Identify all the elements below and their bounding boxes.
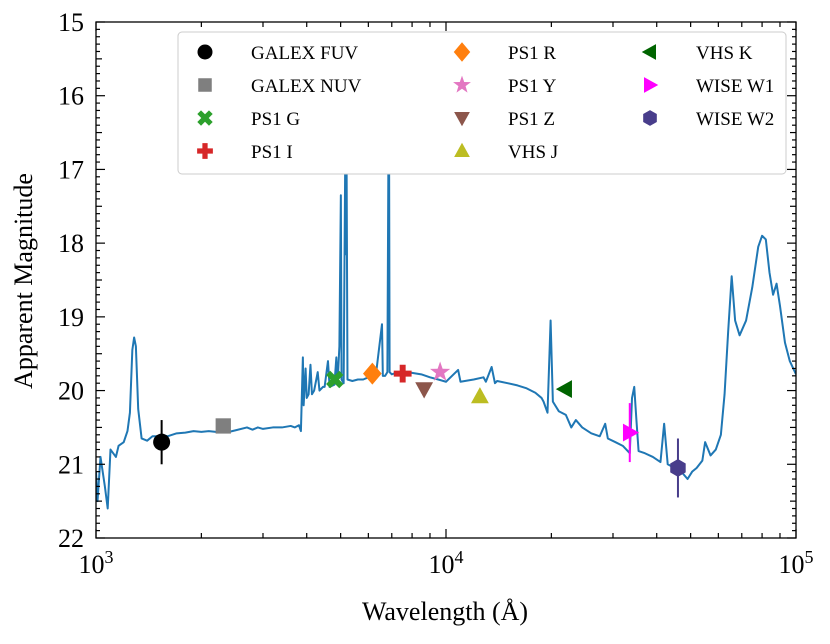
legend-marker-8: [641, 44, 656, 60]
data-point-galex-nuv: [215, 418, 231, 434]
legend-label-3: PS1 I: [251, 142, 293, 163]
data-point-ps1-i: [393, 364, 412, 383]
y-tick-label-0: 15: [58, 8, 84, 37]
legend-label-2: PS1 G: [251, 109, 300, 130]
legend-marker-2: [197, 110, 213, 126]
x-tick-exponent: 4: [455, 547, 464, 567]
x-tick-label-0: 103: [79, 547, 114, 579]
x-tick-exponent: 5: [805, 547, 814, 567]
legend-marker-7: [454, 142, 470, 157]
legend-marker-3: [197, 143, 213, 159]
y-axis-label: Apparent Magnitude: [9, 173, 38, 389]
legend-marker-0: [197, 44, 213, 60]
y-tick-label-2: 17: [58, 155, 84, 184]
x-tick-label-2: 105: [779, 547, 814, 579]
legend-marker-5: [453, 75, 471, 93]
legend-label-9: WISE W1: [696, 76, 774, 97]
legend-label-4: PS1 R: [508, 43, 556, 64]
legend-marker-1: [198, 78, 212, 92]
data-point-ps1-g: [326, 370, 344, 389]
data-point-ps1-r: [363, 362, 382, 385]
data-point-galex-fuv: [153, 433, 171, 451]
x-tick-exponent: 3: [105, 547, 114, 567]
data-point-ps1-g-shape: [326, 370, 344, 389]
legend-label-7: VHS J: [508, 142, 558, 163]
data-point-vhs-k: [555, 380, 572, 399]
y-tick-label-5: 20: [58, 377, 84, 406]
data-point-vhs-j: [470, 387, 489, 404]
y-tick-label-6: 21: [58, 450, 84, 479]
legend-marker-4: [453, 42, 471, 62]
legend-label-1: GALEX NUV: [251, 76, 362, 97]
y-tick-label-1: 16: [58, 82, 84, 111]
y-tick-label-7: 22: [58, 524, 84, 553]
legend: GALEX FUV GALEX NUV PS1 G PS1 I PS1 R PS1 Y PS…: [177, 31, 787, 175]
legend-label-6: PS1 Z: [508, 109, 555, 130]
legend-marker-9: [644, 77, 659, 93]
x-tick-base: 10: [779, 550, 805, 579]
legend-marker-10: [643, 110, 657, 126]
x-axis-label: Wavelength (Å): [362, 597, 528, 626]
data-point-wise-w1: [622, 423, 640, 442]
legend-label-8: VHS K: [696, 43, 753, 64]
y-tick-label-3: 18: [58, 229, 84, 258]
legend-marker-2-shape: [197, 110, 213, 126]
legend-label-5: PS1 Y: [508, 76, 557, 97]
x-tick-base: 10: [429, 550, 455, 579]
legend-label-10: WISE W2: [696, 109, 774, 130]
x-tick-label-1: 104: [429, 547, 464, 579]
x-tick-base: 10: [79, 550, 105, 579]
legend-label-0: GALEX FUV: [251, 43, 358, 64]
y-tick-label-4: 19: [58, 303, 84, 332]
data-point-ps1-y: [430, 361, 451, 381]
data-point-wise-w2: [670, 459, 686, 477]
legend-marker-6: [454, 112, 470, 127]
data-point-ps1-z: [415, 382, 434, 399]
plot-area: [96, 57, 796, 510]
legend-frame: [177, 31, 787, 175]
